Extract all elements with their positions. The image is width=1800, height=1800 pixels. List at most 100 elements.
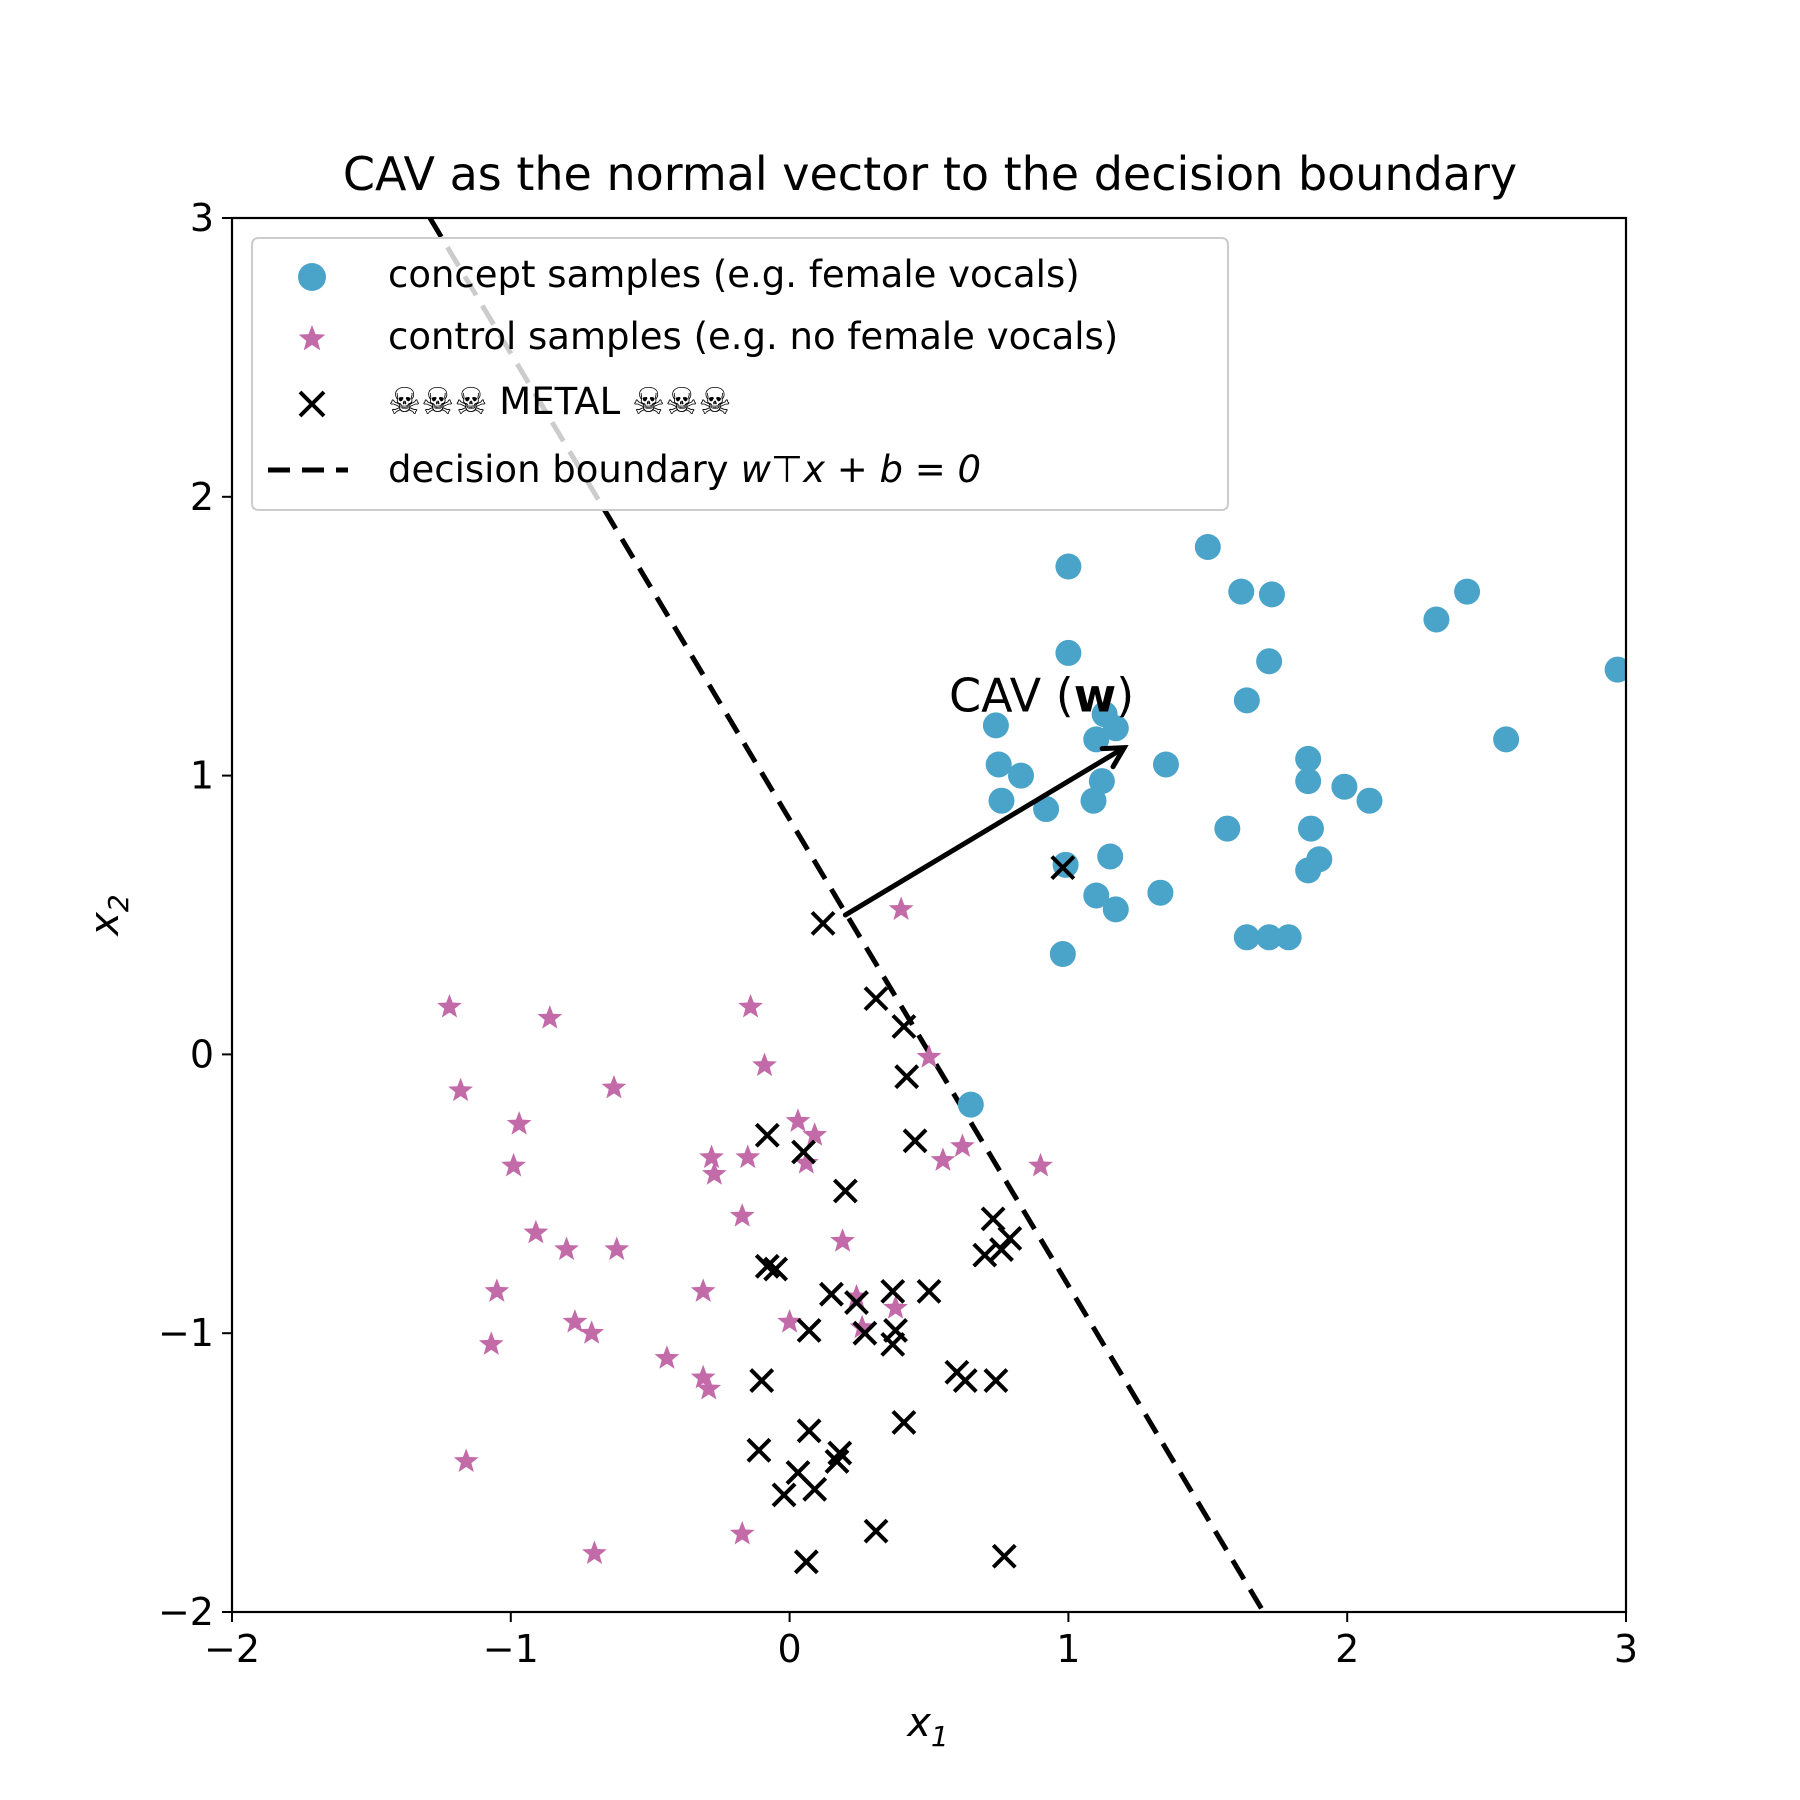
- metal-point: [746, 1437, 772, 1463]
- control-point: [777, 1309, 802, 1333]
- metal-point: [844, 1290, 869, 1315]
- cav-arrow: [842, 745, 1129, 918]
- control-point: [701, 1161, 727, 1185]
- concept-point: [1604, 656, 1626, 683]
- metal-point-stroke: [793, 1549, 819, 1575]
- metal-point: [763, 1256, 789, 1282]
- metal-point-stroke: [796, 1418, 822, 1444]
- control-point: [579, 1320, 605, 1344]
- metal-point-stroke: [824, 1449, 850, 1474]
- metal-point-stroke: [819, 1281, 844, 1307]
- cav-label: CAV (w): [949, 669, 1134, 723]
- legend: concept samples (e.g. female vocals) con…: [251, 237, 1229, 511]
- metal-point: [880, 1331, 906, 1357]
- legend-boundary-equation: w⊤x + b = 0: [741, 448, 981, 491]
- metal-point-stroke: [891, 1014, 917, 1039]
- concept-point: [1214, 815, 1241, 842]
- control-point: [604, 1236, 630, 1261]
- axis-ticks: −2 −1 0 1 2 3 −2 −1 0 1 2 3: [158, 196, 1638, 1671]
- metal-point-stroke: [983, 1368, 1009, 1394]
- metal-point: [796, 1317, 822, 1343]
- concept-point: [982, 712, 1009, 739]
- control-point: [601, 1074, 627, 1099]
- control-point: [930, 1147, 956, 1171]
- concept-point: [957, 1091, 984, 1118]
- concept-point: [1233, 687, 1260, 714]
- metal-point-stroke: [902, 1128, 928, 1154]
- concept-point: [1102, 896, 1129, 923]
- metal-point: [827, 1440, 853, 1466]
- control-point: [738, 994, 763, 1018]
- x-tick-label: −2: [204, 1627, 260, 1671]
- concept-point: [1423, 606, 1450, 633]
- legend-metal-marker: [298, 390, 326, 418]
- control-point: [830, 1228, 855, 1252]
- y-tick-label: 2: [190, 475, 214, 519]
- metal-point-stroke: [1050, 855, 1076, 881]
- control-point: [729, 1520, 755, 1545]
- metal-point: [791, 1139, 816, 1165]
- metal-point: [824, 1449, 850, 1474]
- axes-frame: [230, 216, 1628, 1614]
- metal-point-stroke: [863, 1518, 889, 1544]
- metal-point-stroke: [754, 1122, 780, 1148]
- metal-point-stroke: [844, 1290, 869, 1315]
- metal-point-stroke: [771, 1482, 797, 1508]
- metal-point: [810, 910, 836, 936]
- control-point: [793, 1150, 819, 1174]
- metal-point: [754, 1253, 780, 1279]
- y-axis-label-main: x: [82, 912, 128, 938]
- control-point: [883, 1295, 908, 1319]
- metal-point: [793, 1549, 819, 1575]
- metal-point-stroke: [989, 1237, 1014, 1262]
- cav-label-close: ): [1116, 669, 1134, 723]
- concept-point: [1493, 726, 1520, 753]
- metal-point-stroke: [796, 1317, 822, 1343]
- metal-point: [894, 1064, 920, 1090]
- concept-point: [1055, 639, 1082, 666]
- concept-point: [1258, 581, 1285, 608]
- control-point: [1028, 1152, 1053, 1177]
- metal-point-stroke: [754, 1253, 780, 1279]
- cav-arrow-head: [1099, 745, 1129, 770]
- concept-point: [1083, 882, 1110, 909]
- concept-point: [988, 787, 1015, 814]
- concept-point: [1295, 857, 1322, 884]
- metal-point: [749, 1368, 775, 1394]
- metal-point: [863, 986, 889, 1012]
- control-point: [844, 1283, 869, 1308]
- metal-point: [863, 1518, 889, 1544]
- x-tick-label: 0: [778, 1627, 802, 1671]
- concept-point: [1194, 533, 1221, 560]
- metal-point: [880, 1278, 906, 1304]
- concept-point: [1228, 578, 1255, 605]
- control-point: [696, 1375, 722, 1400]
- metal-point-stroke: [746, 1437, 772, 1463]
- control-point: [785, 1108, 811, 1132]
- metal-point-stroke: [827, 1440, 853, 1466]
- control-point: [484, 1278, 510, 1302]
- concept-point: [1297, 815, 1324, 842]
- metal-point-stroke: [894, 1064, 920, 1090]
- control-point: [437, 994, 462, 1018]
- y-tick-label: 0: [190, 1032, 214, 1076]
- x-tick-label: 2: [1335, 1627, 1359, 1671]
- control-point: [802, 1122, 828, 1146]
- metal-point: [796, 1418, 822, 1444]
- concept-point: [1256, 924, 1283, 951]
- legend-box: [251, 237, 1229, 511]
- series-1: [437, 896, 1053, 1564]
- concept-point: [1275, 924, 1302, 951]
- metal-point: [972, 1242, 998, 1268]
- y-axis-label-sub: 2: [102, 894, 135, 912]
- control-point: [888, 896, 914, 920]
- metal-point-stroke: [863, 986, 889, 1012]
- metal-point: [952, 1368, 978, 1394]
- y-tick-label: 1: [190, 754, 214, 798]
- concept-point: [1454, 578, 1481, 605]
- metal-point: [891, 1014, 917, 1039]
- control-point: [501, 1152, 526, 1177]
- x-axis-label: x1: [905, 1700, 949, 1753]
- control-point: [582, 1540, 607, 1564]
